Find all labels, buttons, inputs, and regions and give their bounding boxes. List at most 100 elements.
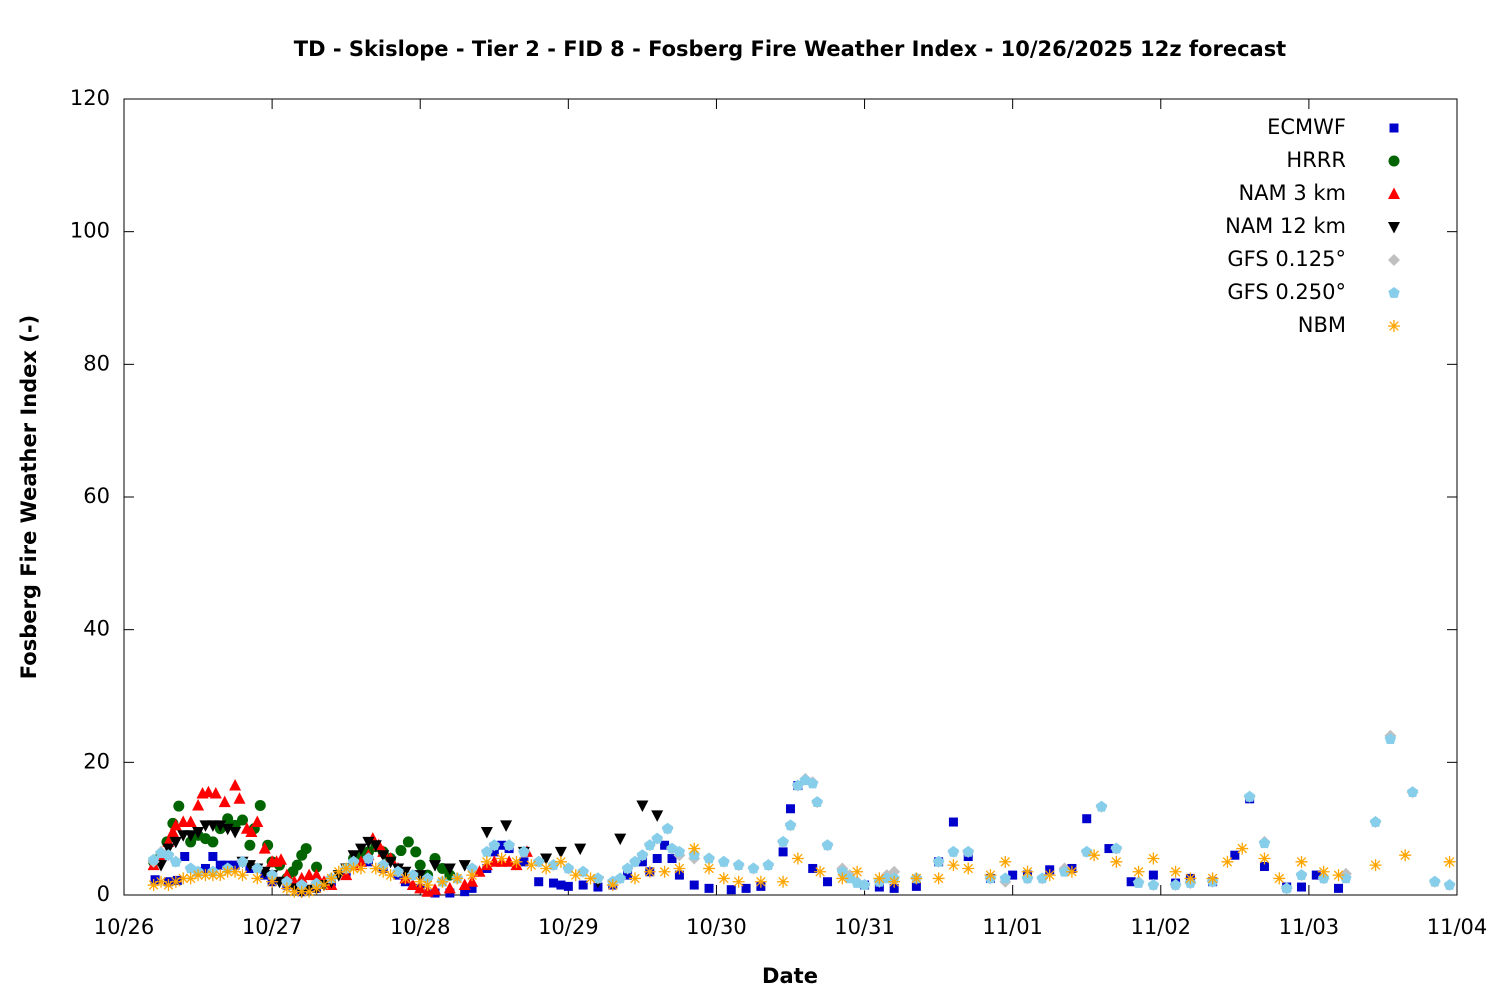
- data-point: [169, 818, 182, 831]
- data-point: [999, 855, 1012, 868]
- data-point: [495, 852, 508, 865]
- data-point: [1258, 837, 1271, 849]
- data-point: [1311, 870, 1321, 880]
- data-point: [644, 839, 656, 851]
- data-point: [962, 862, 975, 875]
- data-point: [296, 879, 308, 890]
- data-point: [1008, 870, 1018, 880]
- data-point: [1334, 883, 1344, 893]
- data-point: [317, 879, 330, 892]
- data-point: [1221, 855, 1234, 868]
- data-point: [503, 855, 516, 867]
- data-point: [688, 842, 701, 855]
- data-point: [947, 859, 960, 872]
- data-point: [636, 849, 649, 861]
- data-point: [962, 845, 974, 857]
- data-point: [429, 860, 441, 872]
- data-point: [303, 885, 316, 898]
- legend-label: NAM 12 km: [1225, 214, 1346, 238]
- data-point: [481, 845, 493, 857]
- data-point: [291, 859, 303, 871]
- data-point: [192, 799, 205, 811]
- legend-marker: [1388, 155, 1400, 167]
- data-point: [823, 877, 833, 887]
- data-point: [399, 872, 412, 885]
- data-point: [851, 865, 864, 878]
- data-point: [1281, 882, 1293, 894]
- data-point: [377, 859, 389, 870]
- data-point: [436, 875, 449, 888]
- data-point: [791, 852, 804, 865]
- y-tick-label: 100: [70, 219, 110, 243]
- data-point: [1126, 877, 1136, 887]
- data-point: [911, 881, 921, 891]
- data-point: [288, 885, 301, 898]
- data-point: [777, 875, 790, 888]
- data-point: [169, 875, 182, 888]
- data-point: [1236, 842, 1249, 855]
- data-point: [200, 863, 210, 873]
- data-point: [184, 830, 197, 842]
- data-point: [1258, 852, 1271, 865]
- data-point: [554, 846, 567, 859]
- data-point: [623, 870, 633, 880]
- data-point: [208, 852, 218, 862]
- data-point: [209, 787, 222, 799]
- x-axis-title: Date: [762, 964, 818, 988]
- data-point: [230, 860, 240, 870]
- data-point: [786, 804, 795, 814]
- data-point: [362, 852, 375, 864]
- x-tick-label: 11/02: [1131, 915, 1192, 939]
- data-point: [510, 855, 523, 868]
- data-point: [1082, 814, 1092, 824]
- data-point: [229, 779, 242, 791]
- data-point: [910, 872, 923, 885]
- data-point: [1259, 861, 1269, 871]
- data-point: [173, 800, 185, 812]
- data-point: [807, 777, 819, 789]
- data-point: [214, 869, 227, 882]
- data-point: [811, 796, 823, 807]
- data-point: [340, 862, 353, 875]
- data-point: [443, 881, 456, 894]
- data-point: [221, 823, 234, 836]
- data-point: [667, 854, 677, 864]
- data-point: [1043, 869, 1056, 882]
- chart-title: TD - Skislope - Tier 2 - FID 8 - Fosberg…: [294, 37, 1286, 61]
- y-tick-label: 80: [83, 351, 110, 375]
- data-point: [1443, 879, 1456, 890]
- data-point: [784, 819, 797, 831]
- data-point: [814, 865, 827, 878]
- data-point: [660, 840, 670, 850]
- data-point: [1132, 877, 1145, 888]
- data-point: [384, 856, 397, 869]
- data-point: [658, 865, 671, 878]
- data-point: [519, 857, 529, 867]
- data-point: [674, 870, 684, 880]
- data-point: [207, 836, 219, 848]
- data-point: [503, 839, 515, 851]
- data-point: [369, 840, 382, 852]
- data-point: [147, 879, 160, 892]
- data-point: [881, 872, 893, 884]
- data-point: [1443, 855, 1456, 868]
- data-point: [251, 872, 264, 885]
- data-point: [199, 869, 212, 882]
- data-point: [549, 878, 559, 888]
- data-point: [673, 862, 686, 875]
- data-point: [1104, 844, 1114, 854]
- data-point: [347, 862, 360, 875]
- legend-label: GFS 0.125°: [1227, 247, 1346, 271]
- data-point: [574, 843, 587, 856]
- data-point: [280, 882, 293, 895]
- data-point: [218, 795, 231, 808]
- data-point: [480, 827, 493, 839]
- data-point: [703, 852, 715, 864]
- data-point: [310, 882, 323, 895]
- data-point: [540, 862, 553, 875]
- data-point: [732, 875, 745, 888]
- data-point: [236, 869, 249, 882]
- data-point: [251, 815, 264, 827]
